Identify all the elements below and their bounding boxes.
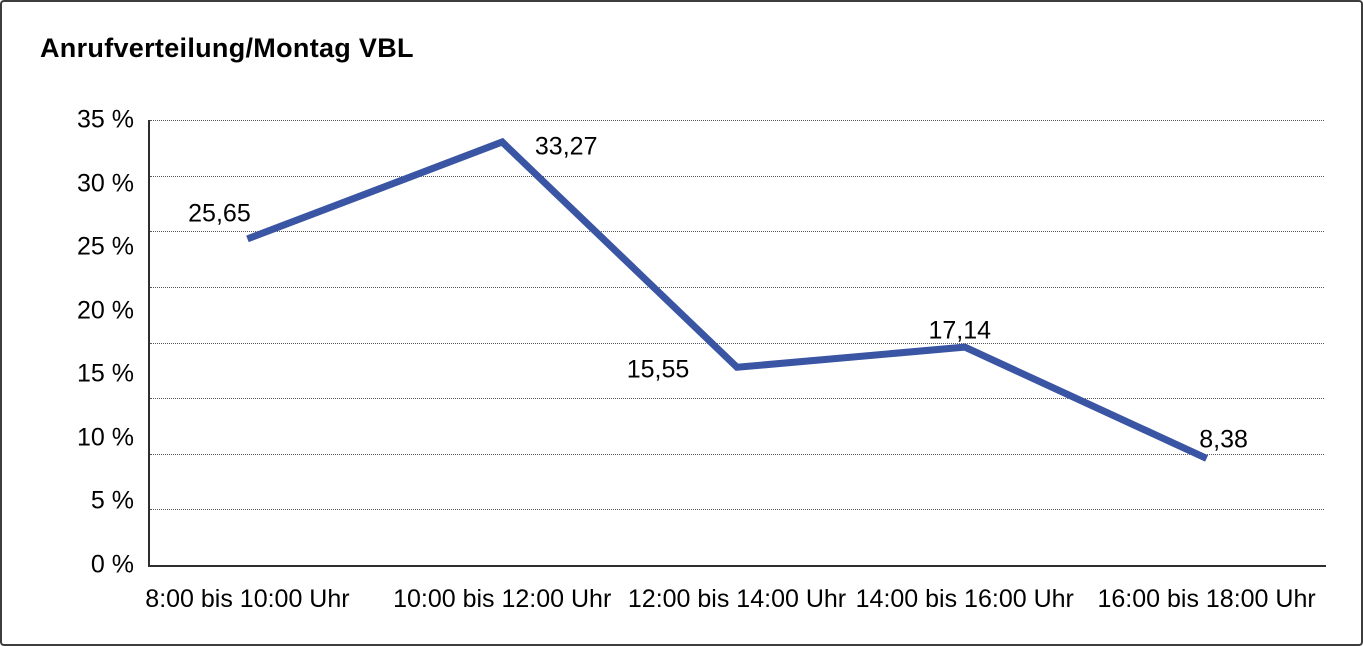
data-label: 8,38 <box>1199 425 1248 454</box>
y-tick-label: 10 % <box>77 423 134 452</box>
y-tick-label: 30 % <box>77 169 134 198</box>
gridline <box>150 453 1324 455</box>
y-tick-label: 0 % <box>90 550 134 579</box>
data-label: 17,14 <box>928 316 992 345</box>
gridline <box>150 342 1324 344</box>
y-tick-label: 20 % <box>77 296 134 325</box>
x-axis-labels: 8:00 bis 10:00 Uhr 10:00 bis 12:00 Uhr 12:… <box>145 585 1324 617</box>
data-label: 33,27 <box>534 132 598 161</box>
x-category-label: 14:00 bis 16:00 Uhr <box>855 585 1074 613</box>
x-category-label: 16:00 bis 18:00 Uhr <box>1097 585 1316 613</box>
gridline <box>150 398 1324 400</box>
y-tick-label: 35 % <box>77 105 134 134</box>
gridline <box>150 286 1324 288</box>
y-axis-line <box>148 120 150 567</box>
chart-title: Anrufverteilung/Montag VBL <box>40 33 414 63</box>
series-line <box>246 137 1209 462</box>
gridline <box>150 120 1324 121</box>
data-label: 25,65 <box>188 199 251 228</box>
gridline <box>150 509 1324 511</box>
plot-area: 25,65 33,27 15,55 17,14 8,38 <box>150 120 1324 565</box>
x-category-label: 10:00 bis 12:00 Uhr <box>393 585 612 613</box>
y-tick-label: 25 % <box>77 232 134 261</box>
x-category-label: 12:00 bis 14:00 Uhr <box>627 585 847 613</box>
x-axis-line <box>148 565 1326 567</box>
data-label: 15,55 <box>626 355 690 384</box>
gridline <box>150 175 1324 177</box>
series-polyline <box>246 137 1209 462</box>
x-category-label: 8:00 bis 10:00 Uhr <box>145 585 350 613</box>
y-tick-label: 5 % <box>90 486 134 515</box>
y-tick-label: 15 % <box>77 359 134 388</box>
gridline <box>150 231 1324 233</box>
y-axis-labels: 0 % 5 % 10 % 15 % 20 % 25 % 30 % 35 % <box>2 106 134 579</box>
